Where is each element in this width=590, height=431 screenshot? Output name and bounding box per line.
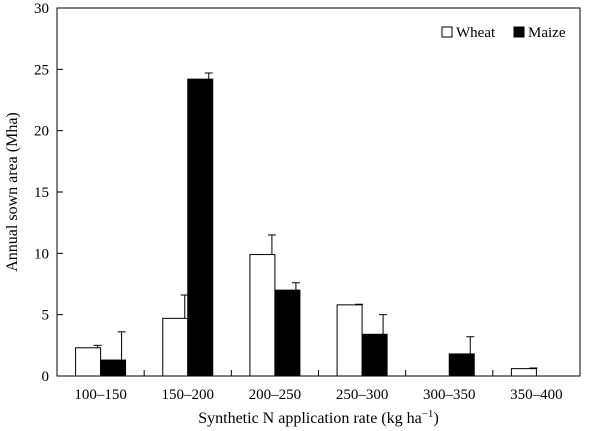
bars-layer (75, 72, 538, 377)
y-axis-label: Annual sown area (Mha) (4, 112, 21, 272)
y-tick-label: 25 (34, 62, 49, 78)
x-tick-label: 300–350 (423, 387, 476, 403)
x-axis-label-tail: ) (433, 410, 438, 427)
legend-swatch-maize (513, 26, 525, 38)
bar-wheat (510, 368, 537, 377)
bar-wheat (162, 317, 189, 377)
y-tick-label: 10 (34, 246, 49, 262)
plot-frame (56, 7, 581, 377)
bar-maize (100, 359, 127, 377)
x-axis-label: Synthetic N application rate (kg ha−1) (198, 408, 439, 427)
legend-label-maize: Maize (528, 25, 566, 41)
x-axis-label-main: Synthetic N application rate (kg ha (198, 410, 421, 427)
bar-wheat (75, 347, 102, 377)
legend: Wheat Maize (441, 25, 566, 41)
x-tick-label: 200–250 (249, 387, 302, 403)
y-tick-label: 5 (42, 308, 50, 324)
y-tick-label: 15 (34, 185, 49, 201)
x-tick-label: 100–150 (74, 387, 127, 403)
legend-swatch-wheat (441, 26, 453, 38)
plot-area: 0 5 10 15 20 25 30 100–150 150–200 200–250 250–300… (34, 1, 581, 403)
bar-maize (187, 78, 214, 377)
bar-maize (361, 333, 388, 377)
y-tick-label: 20 (34, 124, 49, 140)
bar-wheat (336, 304, 363, 377)
bar-maize (274, 289, 301, 377)
x-tick-label: 150–200 (162, 387, 215, 403)
bar-wheat (249, 254, 276, 377)
x-tick-label: 350–400 (510, 387, 563, 403)
bar-maize (448, 353, 475, 377)
legend-label-wheat: Wheat (456, 25, 496, 41)
x-tick-label: 250–300 (336, 387, 389, 403)
y-tick-label: 30 (34, 1, 49, 17)
y-tick-label: 0 (42, 369, 50, 385)
x-axis-label-superscript: −1 (422, 408, 434, 420)
